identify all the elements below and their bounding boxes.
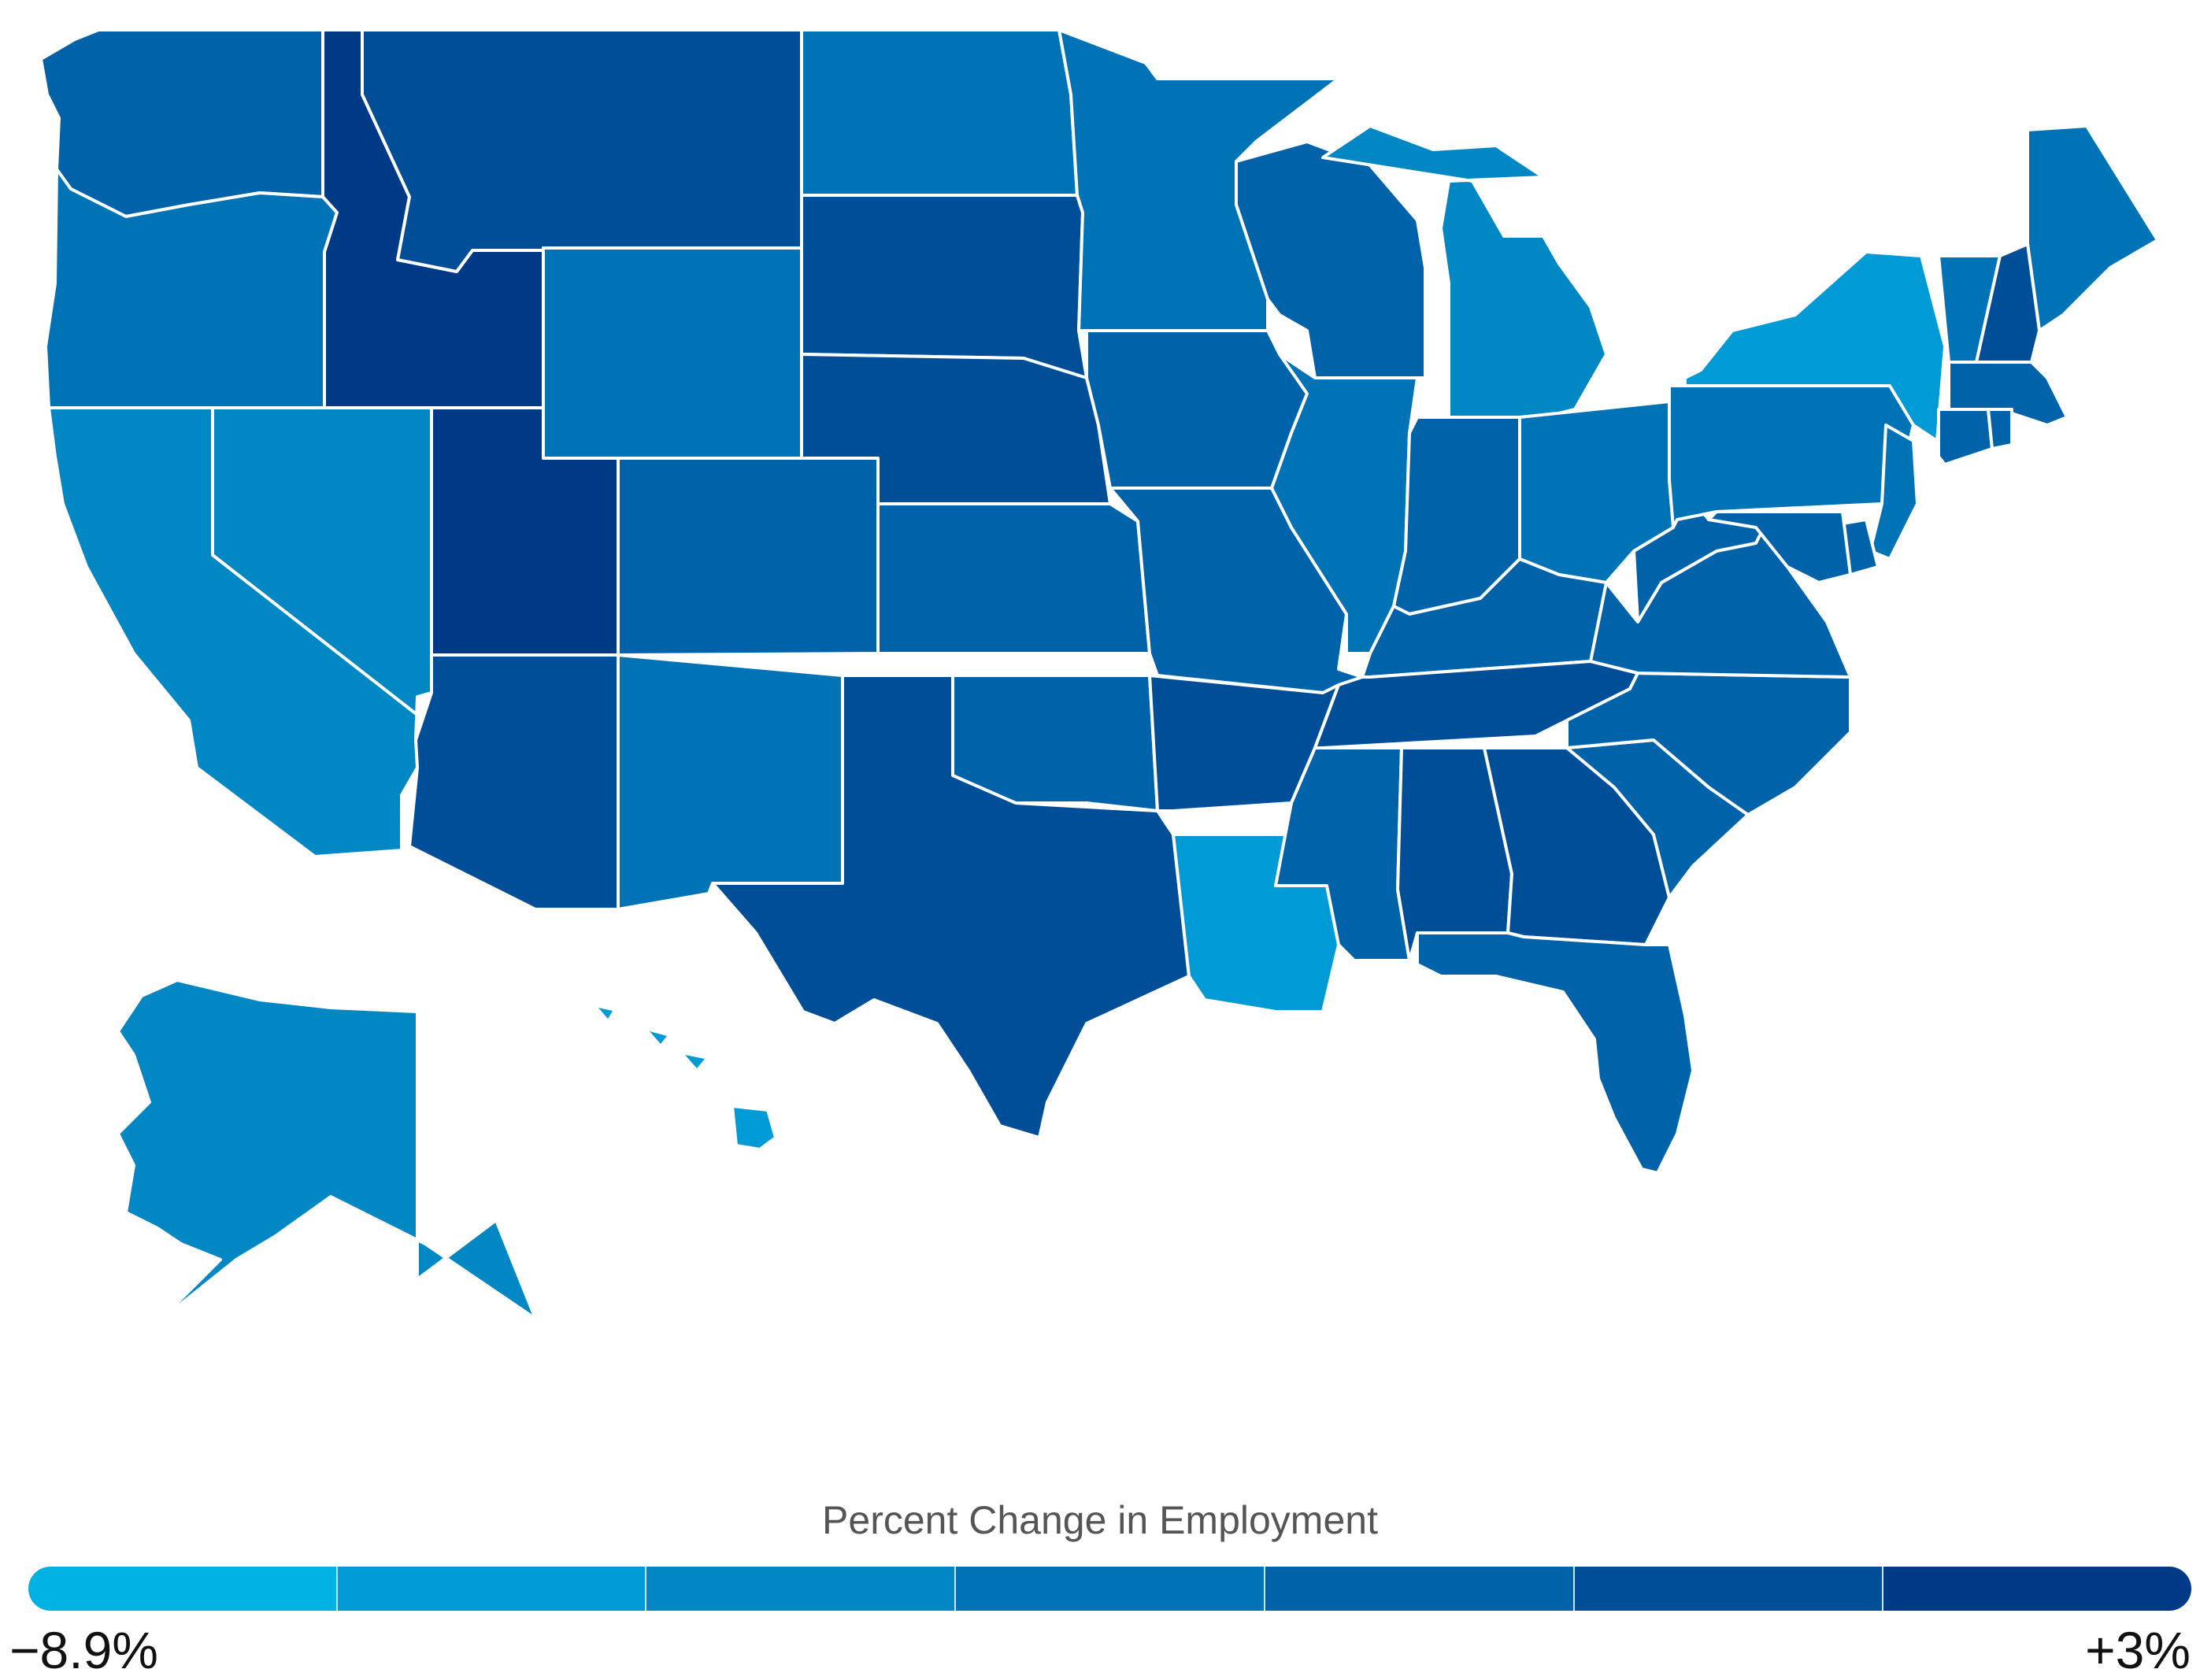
state-il: [1270, 353, 1419, 655]
state-hi-island: [685, 1055, 705, 1068]
state-ak: [117, 979, 537, 1324]
legend-bin-1: [28, 1567, 338, 1611]
legend-bin-6: [1574, 1567, 1884, 1611]
legend-bin-7: [1883, 1567, 2191, 1611]
us-state-map: [39, 28, 2159, 1324]
legend-min-label: −8.9%: [9, 1621, 158, 1679]
legend-bin-4: [956, 1567, 1265, 1611]
state-fl: [1416, 931, 1694, 1175]
legend-color-scale: [28, 1567, 2191, 1611]
state-ri: [1987, 408, 2013, 450]
legend-bin-5: [1265, 1567, 1575, 1611]
state-sd: [800, 194, 1088, 379]
state-hi-island: [650, 1031, 667, 1044]
state-wa: [39, 28, 324, 218]
state-ks: [876, 502, 1151, 655]
state-hi-island: [598, 1008, 613, 1019]
state-hi: [731, 1105, 777, 1151]
state-tx: [711, 674, 1191, 1139]
state-nd: [800, 28, 1079, 197]
state-me: [2026, 124, 2159, 332]
state-ct: [1937, 408, 1994, 466]
state-pa: [1668, 384, 1915, 529]
state-ny: [1683, 250, 1946, 442]
legend-title: Percent Change in Employment: [822, 1498, 1378, 1542]
legend-bin-2: [337, 1567, 647, 1611]
state-co: [617, 457, 880, 657]
state-or: [44, 168, 339, 409]
state-md: [1707, 510, 1852, 584]
state-nm: [617, 653, 844, 911]
state-nh: [1975, 242, 2041, 364]
state-wy: [542, 246, 803, 460]
state-ia: [1085, 329, 1309, 490]
state-nc: [1565, 672, 1852, 816]
state-nj: [1869, 424, 1919, 561]
state-mt: [361, 28, 803, 273]
legend-max-label: +3%: [2085, 1621, 2191, 1679]
states-layer: [39, 28, 2159, 1324]
legend-bin-3: [646, 1567, 957, 1611]
state-az: [408, 653, 620, 911]
